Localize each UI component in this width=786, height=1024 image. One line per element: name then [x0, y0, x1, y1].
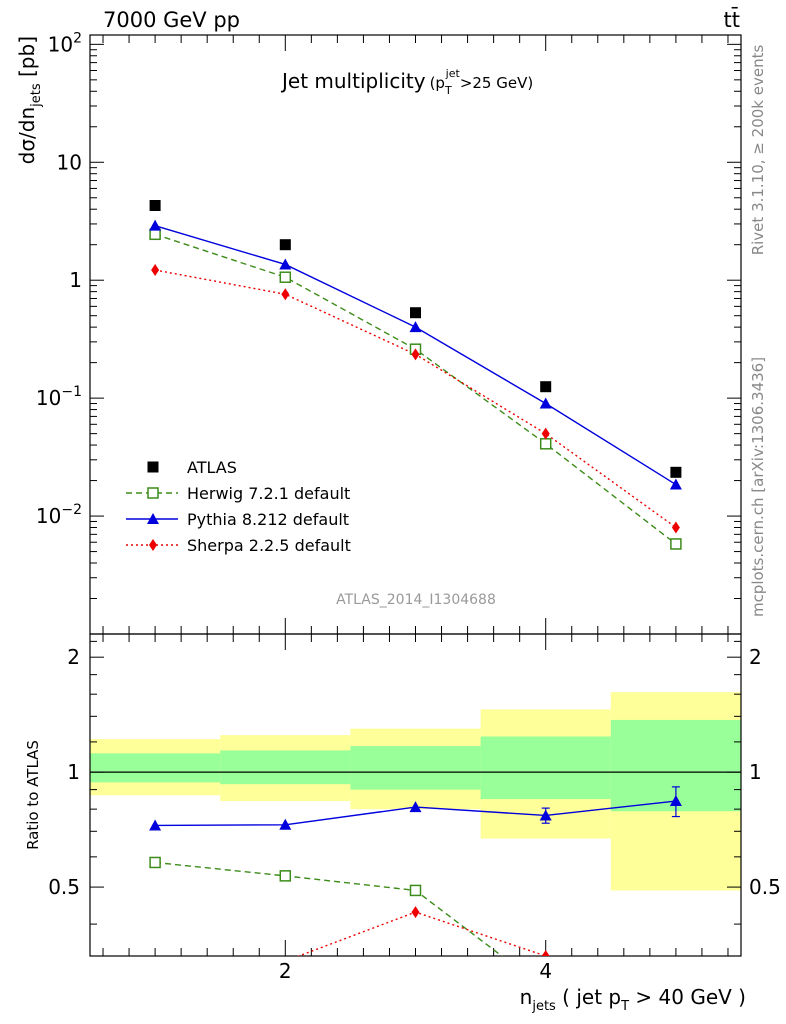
- ratio-line-sherpa: [296, 911, 546, 956]
- ratio-y-tick-label-left: 1: [67, 760, 80, 784]
- main-point-atlas: [410, 307, 421, 319]
- main-point-pythia: [279, 258, 292, 270]
- rivet-label: Rivet 3.1.10, ≥ 200k events: [749, 45, 767, 256]
- main-point-atlas: [149, 199, 161, 211]
- x-tick-label: 4: [539, 959, 552, 983]
- main-point-herwig: [149, 228, 161, 241]
- legend-label-sherpa: Sherpa 2.2.5 default: [187, 536, 351, 555]
- legend-label-herwig: Herwig 7.2.1 default: [187, 484, 350, 503]
- ratio-point-pythia: [539, 809, 552, 821]
- ratio-uncertainty-bands: [90, 692, 741, 891]
- main-axis-ticks: 10−2 10−1 1 10 102: [36, 30, 741, 635]
- main-y-tick-label: 10: [57, 150, 82, 174]
- process-label: tt̄: [724, 7, 740, 32]
- ratio-point-pythia: [279, 818, 292, 830]
- main-point-atlas: [279, 239, 291, 251]
- ratio-point-herwig: [149, 856, 161, 869]
- ratio-band-green: [480, 736, 611, 800]
- main-ylabel: dσ/dnjets [pb]: [15, 36, 44, 164]
- ratio-band-green: [90, 753, 221, 783]
- main-point-sherpa: [541, 427, 550, 440]
- legend-marker-pythia: [147, 513, 159, 524]
- legend-marker-atlas: [147, 461, 159, 473]
- main-y-tick-label: 102: [48, 30, 82, 56]
- ratio-y-tick-label-left: 2: [67, 645, 80, 669]
- ratio-y-tick-label-right: 0.5: [749, 875, 781, 899]
- ratio-y-tick-label-right: 2: [749, 645, 762, 669]
- chart-title: Jet multiplicity (pTjet>25 GeV): [280, 67, 533, 97]
- x-tick-label: 2: [279, 959, 292, 983]
- energy-label: 7000 GeV pp: [103, 8, 240, 32]
- main-point-atlas: [540, 381, 552, 393]
- main-point-herwig: [670, 538, 682, 550]
- main-point-sherpa: [671, 521, 680, 534]
- ratio-point-sherpa: [541, 950, 550, 956]
- legend-label-atlas: ATLAS: [187, 458, 237, 477]
- main-point-pythia: [539, 397, 552, 409]
- legend: ATLAS Herwig 7.2.1 default Pythia 8.212 de…: [126, 458, 351, 555]
- main-point-atlas: [670, 466, 682, 478]
- main-y-tick-label: 10−1: [36, 384, 82, 410]
- main-y-tick-label: 10−2: [36, 502, 82, 528]
- legend-marker-sherpa: [149, 539, 157, 551]
- ratio-band-green: [220, 750, 351, 785]
- main-point-pythia: [409, 321, 422, 333]
- ratio-point-pythia: [409, 801, 422, 813]
- main-point-pythia: [149, 219, 162, 231]
- main-point-sherpa: [281, 288, 290, 301]
- ratio-point-pythia: [669, 795, 682, 807]
- labels-layer: 7000 GeV pp tt̄ Rivet 3.1.10, ≥ 200k eve…: [15, 7, 767, 1014]
- ratio-band-green: [350, 746, 481, 790]
- main-point-sherpa: [411, 348, 420, 361]
- ratio-point-herwig: [409, 884, 422, 897]
- ratio-point-sherpa: [411, 906, 420, 919]
- ratio-series-layer: [149, 786, 682, 956]
- ratio-point-pythia: [149, 819, 162, 831]
- main-point-herwig: [539, 438, 552, 450]
- ratio-line-herwig: [155, 861, 504, 956]
- ratio-point-herwig: [279, 870, 292, 882]
- ratio-y-tick-label-left: 0.5: [48, 875, 80, 899]
- main-point-herwig: [279, 271, 292, 283]
- mcplots-label: mcplots.cern.ch [arXiv:1306.3436]: [749, 357, 767, 617]
- legend-label-pythia: Pythia 8.212 default: [187, 510, 349, 529]
- ratio-axis-ticks: 0.5 0.5 1 1 2 2 2 4: [48, 634, 781, 983]
- watermark: ATLAS_2014_I1304688: [336, 592, 496, 608]
- main-y-tick-label: 1: [69, 268, 82, 292]
- legend-marker-herwig: [147, 487, 159, 499]
- ratio-y-tick-label-right: 1: [749, 760, 762, 784]
- x-axis-label: njets ( jet pT > 40 GeV ): [520, 985, 746, 1014]
- main-series-layer: [149, 199, 682, 550]
- main-point-pythia: [669, 478, 682, 490]
- main-point-sherpa: [151, 264, 160, 277]
- ratio-ylabel: Ratio to ATLAS: [24, 740, 42, 850]
- ratio-series-clipped: [149, 786, 682, 956]
